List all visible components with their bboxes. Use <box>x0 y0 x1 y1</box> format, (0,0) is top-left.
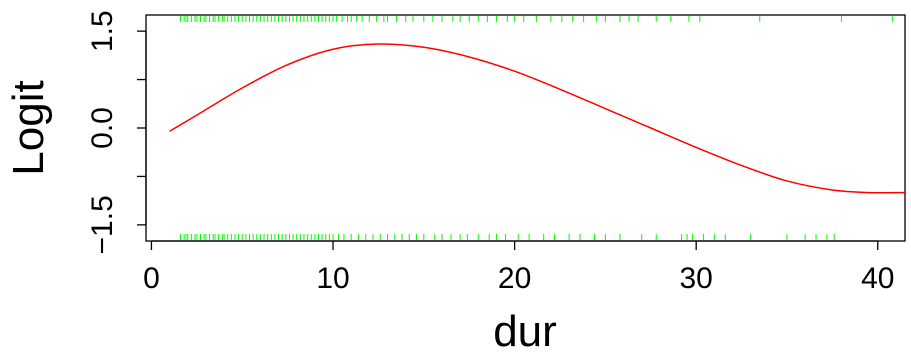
plot-frame <box>145 14 906 242</box>
y-axis: −1.5 0.0 1.5 <box>86 10 147 254</box>
y-tick-label: −1.5 <box>86 195 119 254</box>
x-tick-label: 10 <box>316 262 349 295</box>
x-axis: 0 10 20 30 40 <box>143 240 894 295</box>
plot-border <box>145 14 906 242</box>
x-tick-label: 40 <box>861 262 894 295</box>
curve <box>169 43 906 194</box>
x-axis-title: dur <box>493 307 557 354</box>
y-tick-label: 0.0 <box>86 107 119 149</box>
y-tick-label: 1.5 <box>86 10 119 52</box>
x-tick-label: 30 <box>679 262 712 295</box>
x-tick-label: 0 <box>143 262 160 295</box>
rug-top <box>180 16 893 22</box>
rug-bottom <box>180 234 835 240</box>
y-axis-title: Logit <box>4 80 53 175</box>
series-line <box>169 43 906 194</box>
x-tick-label: 20 <box>498 262 531 295</box>
